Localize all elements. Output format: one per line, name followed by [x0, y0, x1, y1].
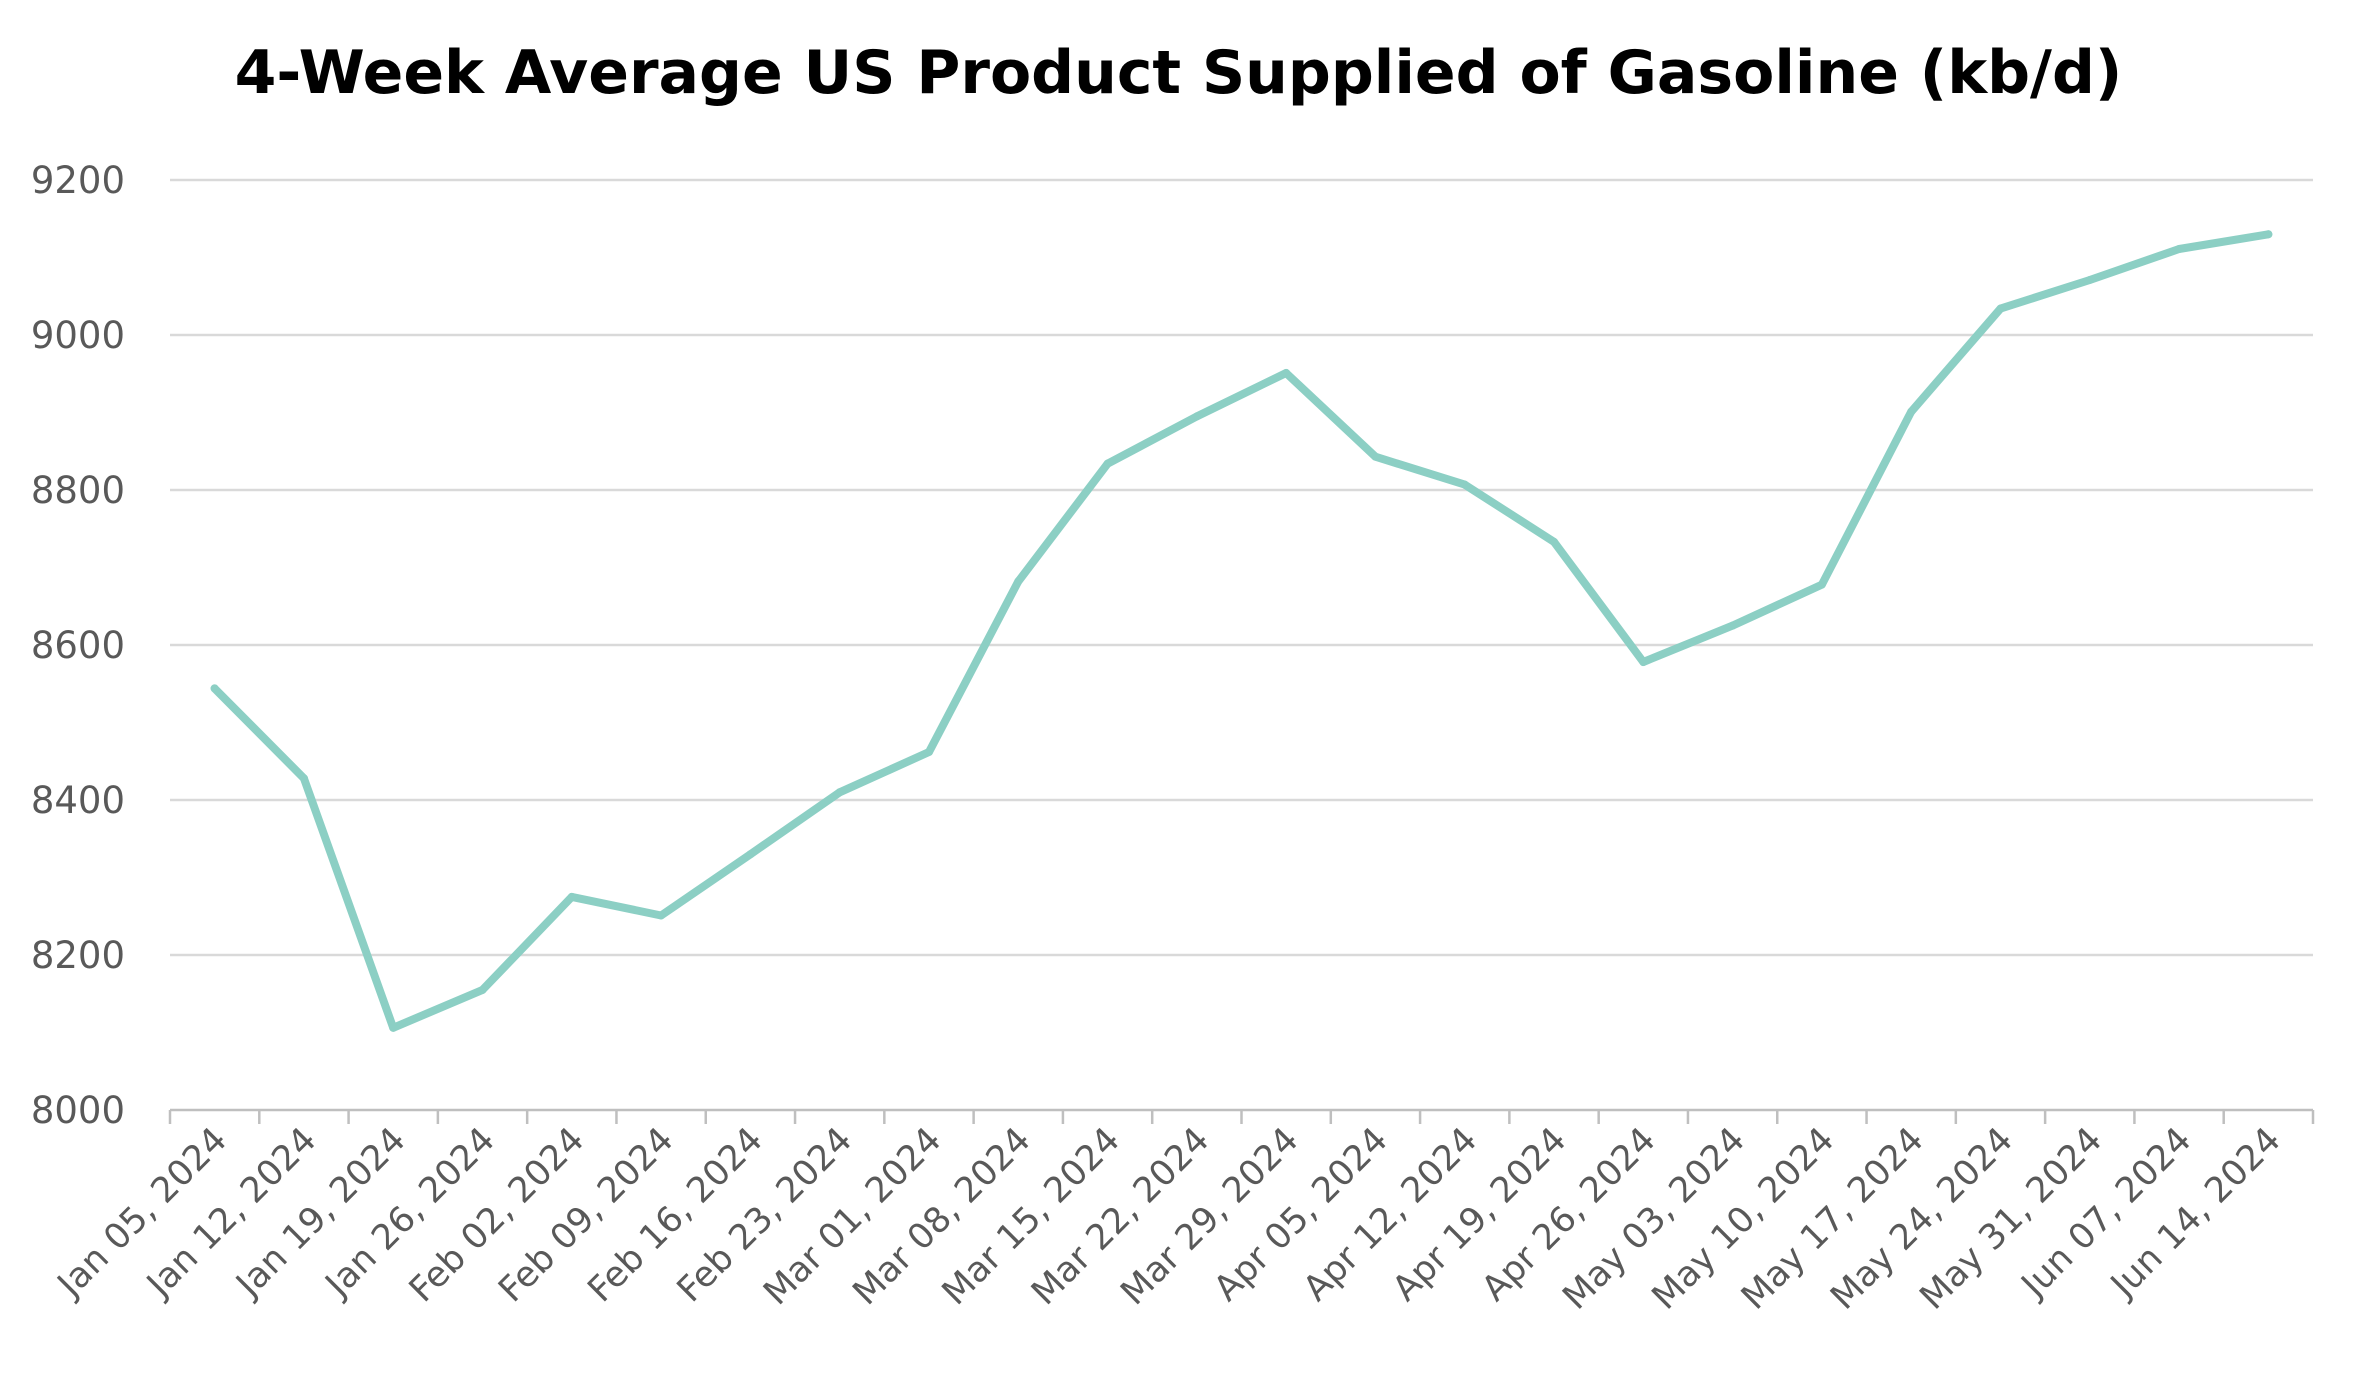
x-axis — [168, 1108, 2315, 1124]
data-point — [657, 911, 666, 920]
y-tick-label: 8600 — [31, 624, 125, 667]
data-point — [2175, 244, 2184, 253]
data-point — [210, 684, 219, 693]
data-point — [2085, 275, 2094, 284]
y-tick-label: 8400 — [31, 779, 125, 822]
data-point — [835, 788, 844, 797]
data-point — [1192, 412, 1201, 421]
data-point — [389, 1023, 398, 1032]
data-point — [746, 850, 755, 859]
data-point — [299, 774, 308, 783]
data-point — [1371, 452, 1380, 461]
y-axis-tick-labels: 8000 8200 8400 8600 8800 9000 9200 — [31, 159, 125, 1132]
data-point — [2264, 230, 2273, 239]
y-tick-label: 9200 — [31, 159, 125, 202]
data-point — [1014, 577, 1023, 586]
chart-title: 4-Week Average US Product Supplied of Ga… — [234, 38, 2123, 108]
data-point — [1550, 537, 1559, 546]
y-tick-label: 8200 — [31, 934, 125, 977]
data-point — [1817, 580, 1826, 589]
y-tick-label: 8000 — [31, 1089, 125, 1132]
data-point — [1907, 407, 1916, 416]
series-line-0 — [210, 230, 2273, 1032]
data-point — [924, 747, 933, 756]
data-point — [1282, 368, 1291, 377]
data-point — [567, 892, 576, 901]
data-point — [1460, 480, 1469, 489]
y-tick-label: 8800 — [31, 469, 125, 512]
data-point — [478, 985, 487, 994]
data-point — [1996, 304, 2005, 313]
y-tick-label: 9000 — [31, 314, 125, 357]
data-point — [1639, 658, 1648, 667]
gridlines — [170, 178, 2313, 957]
data-point — [1728, 621, 1737, 630]
series-layer — [210, 230, 2273, 1032]
data-point — [1103, 459, 1112, 468]
